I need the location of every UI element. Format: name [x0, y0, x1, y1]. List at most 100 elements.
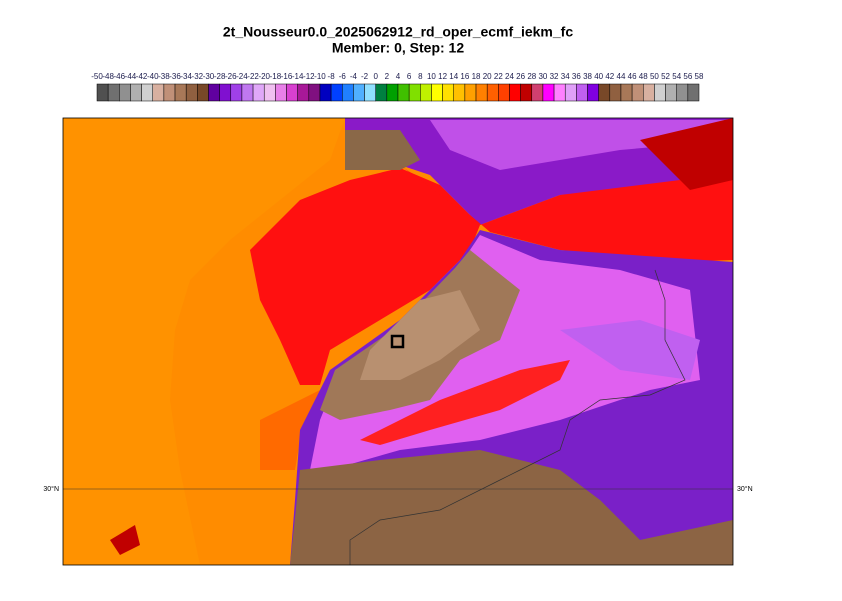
map: 30°N 30°N: [43, 117, 753, 566]
colorbar-label: 24: [505, 72, 514, 81]
lat-label: 30°N: [43, 485, 59, 493]
colorbar-label: 8: [418, 72, 423, 81]
colorbar-label: 50: [650, 72, 659, 81]
colorbar-label: 16: [460, 72, 469, 81]
colorbar: -50 -48 -46 -44 -42 -40 -38 -36 -34 -32 -30 -28 -26-…: [91, 72, 704, 102]
colorbar-swatch: [475, 83, 488, 102]
colorbar-label: 20: [483, 72, 492, 81]
colorbar-label: 34: [561, 72, 570, 81]
colorbar-swatch: [431, 83, 443, 102]
colorbar-swatch: [163, 83, 176, 102]
colorbar-swatch: [687, 83, 700, 102]
land-north-pink: [430, 120, 733, 170]
colorbar-label: 4: [396, 72, 401, 81]
land-north-brown: [345, 130, 420, 170]
colorbar-label: 48: [639, 72, 648, 81]
land-pink: [310, 235, 700, 470]
colorbar-swatch: [208, 83, 220, 102]
colorbar-swatch: [219, 83, 232, 102]
colorbar-label: -12: [303, 72, 315, 81]
subtitle: Member: 0, Step: 12: [332, 40, 464, 56]
colorbar-label: -50: [91, 72, 103, 81]
warm-coastal-sea: [250, 168, 480, 385]
colorbar-swatch: [397, 83, 410, 102]
colorbar-swatch: [420, 83, 432, 102]
colorbar-swatch: [119, 83, 131, 102]
colorbar-label: 58: [695, 72, 704, 81]
colorbar-swatch: [620, 83, 633, 102]
colorbar-label: -46: [114, 72, 126, 81]
colorbar-label: -24: [236, 72, 248, 81]
colorbar-swatch: [96, 83, 109, 102]
colorbar-swatch: [676, 83, 689, 102]
colorbar-label: 0: [373, 72, 378, 81]
colorbar-swatch: [564, 83, 577, 102]
colorbar-swatch: [174, 83, 187, 102]
colorbar-label: -10: [314, 72, 326, 81]
colorbar-swatch: [520, 83, 533, 102]
colorbar-label: -34: [180, 72, 192, 81]
colorbar-swatch: [375, 83, 388, 102]
colorbar-label: 30: [538, 72, 547, 81]
colorbar-swatch: [342, 83, 354, 102]
colorbar-label: -2: [361, 72, 369, 81]
colorbar-label: 12: [438, 72, 447, 81]
colorbar-label: -36: [169, 72, 181, 81]
colorbar-label: -4: [350, 72, 358, 81]
colorbar-swatch: [386, 83, 399, 102]
colorbar-swatch: [442, 83, 454, 102]
colorbar-swatch: [542, 83, 555, 102]
colorbar-swatch: [263, 83, 276, 102]
colorbar-label: -30: [203, 72, 215, 81]
colorbar-swatch: [364, 83, 376, 102]
colorbar-label: 14: [449, 72, 458, 81]
colorbar-swatch: [486, 83, 499, 102]
colorbar-label: 32: [550, 72, 559, 81]
colorbar-label: -18: [270, 72, 282, 81]
ocean-open: [63, 118, 345, 565]
colorbar-label: -6: [339, 72, 347, 81]
colorbar-label: -22: [247, 72, 259, 81]
colorbar-swatch: [576, 83, 588, 102]
colorbar-label: 42: [605, 72, 614, 81]
colorbar-label: -42: [136, 72, 148, 81]
colorbar-swatch: [152, 83, 165, 102]
colorbar-label: -28: [214, 72, 226, 81]
colorbar-label: 44: [617, 72, 626, 81]
sea-hot: [640, 118, 733, 190]
colorbar-swatch: [408, 83, 421, 102]
colorbar-label: 10: [427, 72, 436, 81]
colorbar-label: 38: [583, 72, 592, 81]
colorbar-swatch: [643, 83, 655, 102]
colorbar-label: 28: [527, 72, 536, 81]
colorbar-label: 52: [661, 72, 670, 81]
hot-band: [360, 360, 570, 445]
colorbar-label: 56: [683, 72, 692, 81]
colorbar-swatch: [631, 83, 644, 102]
colorbar-swatch: [353, 83, 365, 102]
colorbar-swatch: [509, 83, 521, 102]
border: [349, 269, 686, 565]
lat-label: 30°N: [737, 485, 753, 493]
colorbar-swatch: [252, 83, 265, 102]
colorbar-swatch: [330, 83, 343, 102]
sea-mediterranean: [400, 150, 733, 262]
colorbar-swatch: [453, 83, 466, 102]
plateau-light: [360, 290, 480, 380]
colorbar-label: -40: [147, 72, 159, 81]
land-desert: [290, 450, 733, 565]
colorbar-swatch: [464, 83, 477, 102]
colorbar-swatch: [230, 83, 243, 102]
colorbar-label: 36: [572, 72, 581, 81]
colorbar-swatch: [130, 83, 142, 102]
colorbar-label: -8: [328, 72, 336, 81]
colorbar-swatch: [197, 83, 209, 102]
colorbar-label: 6: [407, 72, 412, 81]
colorbar-swatch: [107, 83, 120, 102]
colorbar-label: 54: [672, 72, 681, 81]
colorbar-swatch: [609, 83, 622, 102]
colorbar-label: 18: [472, 72, 481, 81]
colorbar-label: 2: [385, 72, 390, 81]
colorbar-swatch: [308, 83, 321, 102]
